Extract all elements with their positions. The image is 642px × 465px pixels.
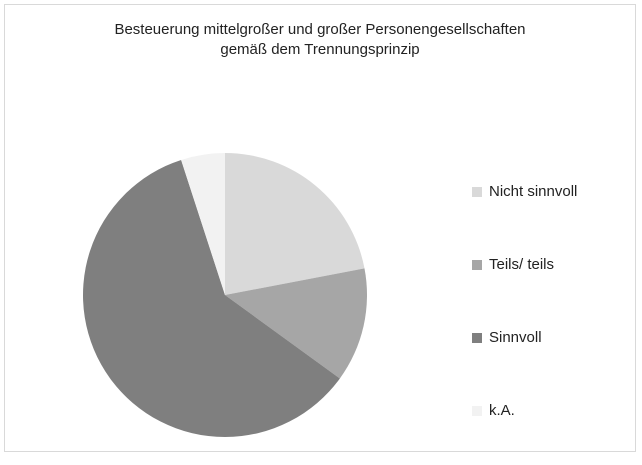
legend-label: Teils/ teils [489, 256, 554, 273]
pie-slice [181, 153, 225, 295]
legend-swatch [472, 406, 482, 416]
legend-label: Nicht sinnvoll [489, 183, 577, 200]
legend-swatch [472, 333, 482, 343]
legend-swatch [472, 260, 482, 270]
chart-title: Besteuerung mittelgroßer und großer Pers… [114, 21, 526, 58]
chart-frame [4, 4, 636, 452]
legend-label: Sinnvoll [489, 329, 542, 346]
legend-swatch [472, 187, 482, 197]
pie-slice [225, 153, 365, 295]
pie-slice [225, 268, 367, 379]
legend-label: k.A. [489, 402, 515, 419]
pie-slice [82, 159, 340, 438]
